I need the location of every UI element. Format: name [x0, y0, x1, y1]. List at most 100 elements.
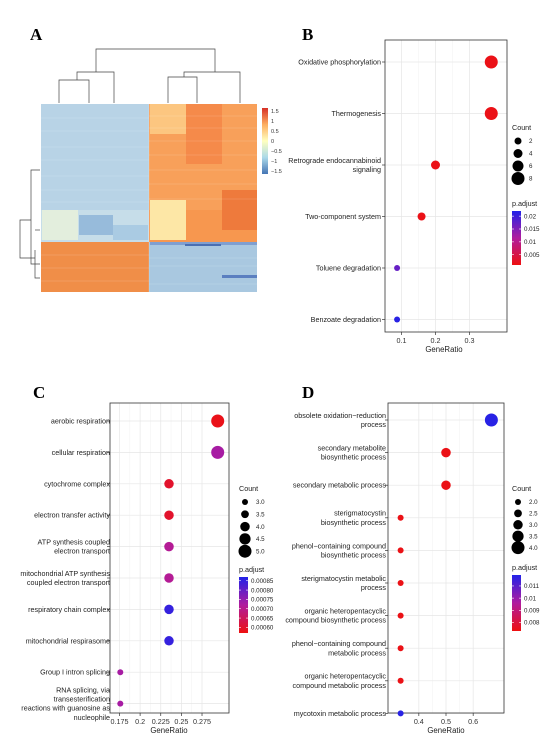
size-legend-title: Count [512, 484, 531, 493]
x-tick-label: 0.3 [465, 336, 475, 345]
heatmap-scale: 1.5 1 0.5 0 −0.5 −1 −1.5 [262, 108, 282, 175]
x-tick-label: 0.2 [431, 336, 441, 345]
category-label: aerobic respiration [51, 417, 110, 426]
x-tick-label: 0.1 [397, 336, 407, 345]
color-legend-label: 0.00065 [251, 615, 274, 622]
heatmap-scale-tick: 1.5 [271, 109, 279, 115]
x-tick-label: 0.2 [135, 717, 145, 726]
size-legend-label: 3.5 [529, 533, 538, 540]
category-label: secondary metabolic process [293, 481, 386, 490]
data-point [397, 514, 404, 521]
color-legend-label: 0.01 [524, 239, 537, 246]
plot-area [385, 40, 507, 332]
color-legend-bar [512, 575, 521, 631]
size-legend-dot [513, 149, 523, 158]
size-legend-label: 4.5 [256, 536, 265, 543]
data-point [397, 710, 404, 717]
data-point [394, 265, 401, 271]
color-legend-label: 0.015 [524, 226, 540, 233]
data-point [211, 445, 225, 459]
size-legend-label: 5.0 [256, 548, 265, 555]
panel-letter-b: B [302, 25, 313, 44]
heatmap-scale-tick: −0.5 [271, 149, 282, 155]
color-legend-label: 0.008 [524, 620, 540, 627]
color-legend-label: 0.02 [524, 213, 537, 220]
dotplot-go-c: aerobic respiration cellular respiration c… [20, 402, 274, 735]
heatmap-panel: 1.5 1 0.5 0 −0.5 −1 −1.5 [19, 48, 282, 292]
category-label: Two-component system [305, 212, 381, 221]
heatmap-scale-tick: −1.5 [271, 169, 282, 175]
data-point [397, 612, 404, 619]
category-label: organic heteropentacyclic compound metabo… [293, 672, 387, 690]
color-legend-label: 0.011 [524, 583, 540, 590]
size-legend-title: Count [239, 484, 258, 493]
category-label: Benzoate degradation [311, 315, 381, 324]
color-legend-title: p.adjust [239, 565, 264, 574]
heatmap-row-stripes [41, 115, 257, 285]
category-label: sterigmatocystin biosynthetic process [321, 509, 387, 527]
category-label: respiratory chain complex [28, 605, 110, 614]
size-legend-label: 8 [529, 176, 533, 183]
category-label: mitochondrial respirasome [26, 636, 110, 645]
size-legend-dot [513, 520, 523, 530]
plot-area [110, 403, 229, 713]
color-legend-title: p.adjust [512, 199, 537, 208]
heatmap-scale-tick: −1 [271, 159, 277, 165]
panel-letter-a: A [30, 25, 43, 44]
data-point [164, 604, 174, 615]
data-point [397, 645, 404, 652]
data-point [441, 447, 451, 458]
size-legend-dot [239, 533, 251, 545]
size-legend-dot [511, 541, 525, 555]
size-legend-dot [242, 499, 248, 505]
data-point [441, 480, 451, 490]
size-legend-dot [241, 510, 249, 519]
color-legend-bar [512, 211, 521, 265]
color-legend-label: 0.01 [524, 595, 537, 602]
category-label: RNA splicing, via transesterification reac… [21, 685, 110, 722]
category-label: Oxidative phosphorylation [298, 58, 381, 67]
category-label: ATP synthesis coupled electron transport [38, 538, 110, 556]
size-legend-label: 3.0 [529, 522, 538, 529]
heatmap-row-dendrogram [19, 169, 40, 279]
color-legend-label: 0.00085 [251, 578, 274, 585]
category-label: Toluene degradation [316, 264, 381, 273]
x-axis-title: GeneRatio [427, 726, 465, 735]
size-legend-label: 2 [529, 138, 533, 145]
data-point [394, 316, 401, 323]
category-label: obsolete oxidation−reduction process [294, 411, 386, 429]
color-legend-bar [239, 577, 248, 633]
category-label: sterigmatocystin metabolic process [301, 574, 386, 592]
x-tick-label: 0.225 [152, 717, 170, 726]
size-legend-dot [515, 499, 521, 505]
heatmap-scale-tick: 0.5 [271, 129, 279, 135]
size-legend-label: 4 [529, 151, 533, 158]
data-point [211, 414, 225, 428]
panel-letter-c: C [33, 383, 45, 402]
category-label: cytochrome complex [44, 479, 110, 488]
size-legend-dot [512, 530, 524, 542]
data-point [484, 55, 498, 69]
size-legend-dot [514, 509, 522, 518]
color-legend-title: p.adjust [512, 563, 537, 572]
category-label: Retrograde endocannabinoid signaling [288, 156, 381, 174]
category-label: organic heteropentacyclic compound biosyn… [285, 607, 386, 625]
data-point [484, 107, 498, 120]
data-point [431, 160, 440, 170]
size-legend-label: 4.0 [529, 545, 538, 552]
size-legend-label: 3.5 [256, 512, 265, 519]
data-point [164, 479, 174, 489]
data-point [397, 547, 404, 554]
x-tick-label: 0.5 [441, 717, 451, 726]
heatmap-scale-tick: 0 [271, 139, 274, 145]
x-tick-label: 0.175 [110, 717, 128, 726]
size-legend-dot [240, 521, 250, 532]
category-label: mitochondrial ATP synthesis coupled elect… [20, 569, 110, 587]
size-legend-title: Count [512, 123, 531, 132]
category-label: Thermogenesis [331, 109, 381, 118]
x-tick-label: 0.6 [468, 717, 478, 726]
x-axis-title: GeneRatio [150, 726, 188, 735]
heatmap-body [41, 104, 257, 292]
plot-border [384, 39, 508, 333]
